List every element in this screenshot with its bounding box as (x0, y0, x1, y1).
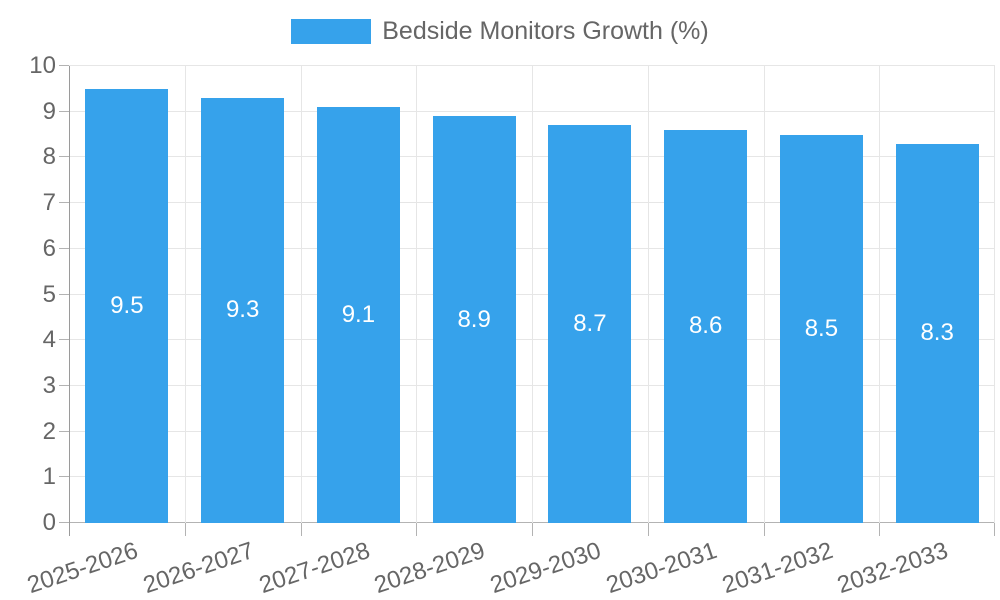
y-tick-label: 6 (42, 234, 56, 262)
gridline-horizontal (69, 65, 995, 66)
x-tick-mark (185, 523, 186, 536)
y-tick-mark (59, 339, 69, 341)
bar[interactable] (548, 125, 632, 523)
x-tick-mark (879, 523, 880, 536)
x-tick-label: 2032-2033 (834, 537, 952, 600)
bar[interactable] (895, 143, 979, 523)
x-tick-mark (301, 523, 302, 536)
gridline-vertical (879, 66, 880, 523)
y-tick-label: 10 (29, 52, 56, 79)
bar[interactable] (432, 116, 516, 523)
bar-value-label: 9.5 (110, 291, 144, 319)
x-tick-mark (416, 523, 417, 536)
y-tick-label: 9 (42, 97, 56, 125)
gridline-vertical (301, 66, 302, 523)
x-tick-label: 2027-2028 (255, 537, 373, 600)
gridline-vertical (764, 66, 765, 523)
y-tick-mark (59, 384, 69, 386)
y-tick-mark (59, 476, 69, 478)
x-tick-label: 2029-2030 (487, 537, 605, 600)
x-tick-label: 2031-2032 (718, 537, 836, 600)
x-tick-mark (994, 523, 995, 536)
x-tick-mark (648, 523, 649, 536)
bar[interactable] (779, 134, 863, 523)
bar[interactable] (85, 88, 169, 523)
bar-value-label: 9.1 (341, 301, 376, 329)
y-tick-mark (59, 293, 69, 295)
gridline-vertical (994, 66, 995, 523)
y-tick-mark (59, 247, 69, 249)
y-tick-label: 8 (42, 143, 56, 171)
gridline-vertical (532, 66, 533, 523)
x-tick-mark (764, 523, 765, 536)
x-tick-label: 2030-2031 (602, 537, 721, 600)
bar-value-label: 9.3 (225, 296, 260, 324)
y-tick-label: 4 (42, 326, 56, 354)
y-tick-mark (59, 430, 69, 432)
y-tick-label: 1 (42, 463, 56, 491)
legend-label: Bedside Monitors Growth (%) (382, 17, 709, 45)
y-tick-label: 3 (42, 371, 56, 399)
bar-value-label: 8.5 (804, 314, 839, 342)
y-tick-mark (59, 522, 69, 523)
y-tick-label: 2 (42, 417, 56, 445)
gridline-vertical (185, 66, 186, 523)
bar-value-label: 8.6 (688, 312, 723, 340)
y-axis-line (69, 66, 70, 536)
legend[interactable]: Bedside Monitors Growth (%) (0, 18, 1000, 45)
plot-area: 0 1 2 3 4 5 6 7 8 9 10 9.5 2025-2026 9.3 2026-2027 9.1 2… (24, 52, 995, 599)
y-tick-label: 0 (42, 509, 56, 536)
x-tick-mark (532, 523, 533, 536)
gridline-vertical (648, 66, 649, 523)
bar[interactable] (664, 129, 748, 523)
y-tick-mark (59, 156, 69, 158)
bar[interactable] (316, 107, 400, 523)
y-tick-label: 5 (42, 280, 56, 308)
bar-value-label: 8.7 (573, 310, 607, 338)
x-tick-label: 2025-2026 (24, 537, 142, 600)
x-tick-label: 2026-2027 (139, 537, 258, 600)
gridline-vertical (416, 66, 417, 523)
y-tick-mark (59, 202, 69, 204)
bar-value-label: 8.3 (920, 319, 954, 347)
y-tick-mark (59, 110, 69, 112)
y-tick-mark (59, 65, 69, 66)
legend-swatch (291, 19, 372, 44)
x-tick-label: 2028-2029 (371, 537, 489, 600)
y-tick-label: 7 (42, 189, 56, 217)
bar[interactable] (201, 98, 285, 523)
bar-value-label: 8.9 (457, 305, 491, 333)
